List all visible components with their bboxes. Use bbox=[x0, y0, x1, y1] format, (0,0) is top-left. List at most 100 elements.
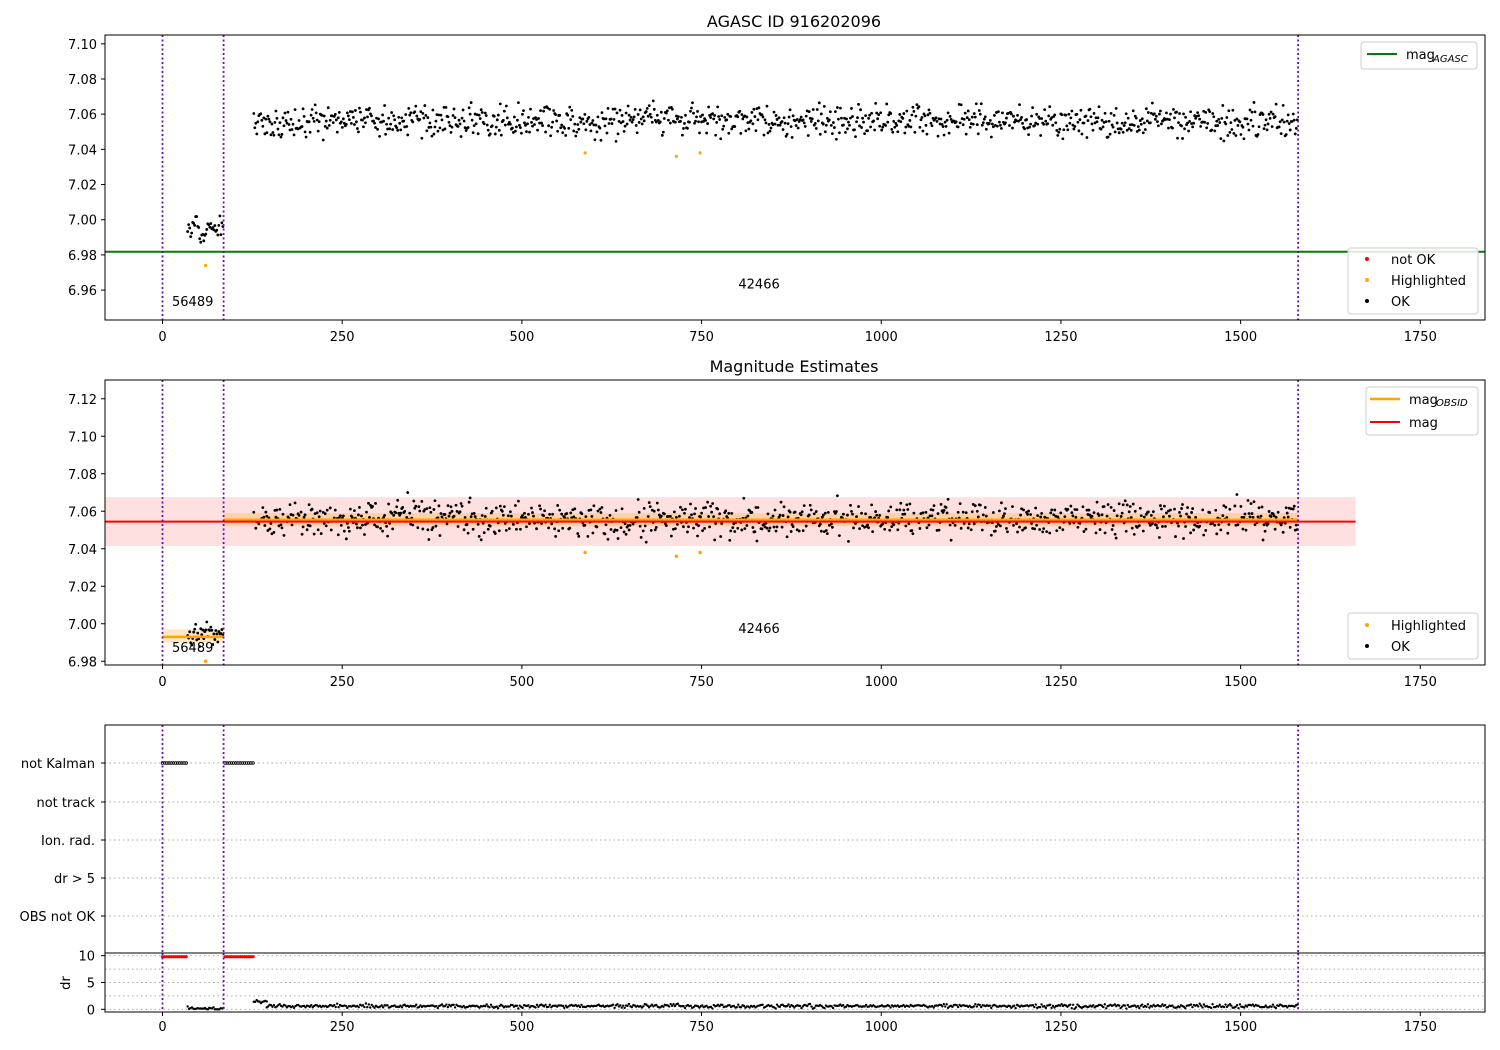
panel4-x-tick-label: 0 bbox=[158, 1020, 166, 1035]
ok-point bbox=[210, 628, 214, 632]
ok-point bbox=[1018, 103, 1021, 107]
dr-point bbox=[445, 1003, 448, 1006]
ok-point bbox=[908, 502, 912, 506]
ok-point bbox=[750, 511, 754, 514]
ok-point bbox=[1201, 508, 1205, 512]
flag-row-label: dr > 5 bbox=[54, 872, 95, 887]
ok-point bbox=[1112, 509, 1116, 512]
ok-point bbox=[873, 128, 877, 132]
ok-point bbox=[836, 106, 839, 109]
ok-point bbox=[948, 115, 952, 118]
dr-point bbox=[711, 1007, 714, 1010]
ok-point bbox=[969, 528, 973, 532]
ok-point bbox=[384, 132, 387, 136]
ok-point bbox=[494, 506, 498, 510]
ok-point bbox=[1129, 128, 1133, 132]
ok-point bbox=[1025, 118, 1028, 121]
ok-point bbox=[886, 120, 890, 124]
ok-point bbox=[501, 513, 505, 517]
ok-point bbox=[291, 122, 295, 126]
ok-point bbox=[471, 131, 475, 135]
ok-point bbox=[538, 121, 541, 125]
ok-point bbox=[769, 126, 773, 130]
ok-point bbox=[479, 538, 483, 542]
ok-point bbox=[341, 514, 345, 518]
ok-point bbox=[192, 630, 196, 634]
ok-point bbox=[468, 496, 472, 500]
ok-point bbox=[1263, 529, 1267, 533]
legend-marker bbox=[1365, 644, 1369, 648]
flag-point bbox=[173, 761, 178, 765]
ok-point bbox=[729, 115, 733, 118]
ok-point bbox=[862, 120, 865, 124]
ok-point bbox=[520, 131, 523, 135]
ok-point bbox=[1142, 121, 1146, 125]
ok-point bbox=[1149, 513, 1153, 517]
flag-point bbox=[175, 761, 180, 765]
dr-point bbox=[443, 1004, 447, 1008]
ok-point bbox=[984, 514, 988, 518]
panel1-y-tick-label: 7.08 bbox=[68, 73, 97, 88]
ok-point bbox=[946, 111, 950, 115]
ok-point bbox=[1235, 117, 1239, 121]
ok-point bbox=[1208, 110, 1212, 114]
ok-point bbox=[359, 526, 362, 530]
dr-point bbox=[436, 1006, 439, 1010]
dr-point bbox=[1038, 1006, 1042, 1009]
ok-point bbox=[1021, 528, 1024, 532]
ok-point bbox=[635, 131, 639, 135]
ok-point bbox=[539, 109, 542, 113]
dr-point bbox=[527, 1004, 530, 1007]
ok-point bbox=[1192, 121, 1196, 125]
ok-point bbox=[371, 505, 374, 508]
ok-point bbox=[194, 622, 198, 626]
ok-point bbox=[460, 116, 464, 120]
legend-marker bbox=[1365, 278, 1369, 282]
ok-point bbox=[409, 111, 413, 115]
ok-point bbox=[924, 510, 928, 514]
flag-point bbox=[247, 761, 251, 765]
ok-point bbox=[939, 117, 943, 121]
ok-point bbox=[966, 526, 970, 530]
ok-point bbox=[429, 125, 433, 129]
ok-point bbox=[911, 105, 915, 109]
ok-point bbox=[875, 111, 879, 115]
ok-point bbox=[1273, 527, 1277, 531]
ok-point bbox=[633, 107, 637, 111]
dr-point bbox=[361, 1004, 365, 1007]
ok-point bbox=[290, 128, 294, 131]
ok-point bbox=[415, 114, 419, 118]
ok-point bbox=[598, 126, 602, 130]
ok-point bbox=[1185, 512, 1188, 516]
ok-point bbox=[755, 539, 759, 543]
dr-point bbox=[366, 1005, 369, 1009]
ok-point bbox=[1178, 511, 1181, 514]
ok-point bbox=[590, 514, 594, 518]
ok-point bbox=[364, 523, 367, 526]
ok-point bbox=[1148, 524, 1152, 527]
ok-point bbox=[1239, 505, 1243, 508]
ok-point bbox=[1010, 112, 1013, 116]
ok-point bbox=[357, 513, 360, 517]
ok-point bbox=[425, 129, 429, 133]
ok-point bbox=[511, 131, 515, 134]
ok-point bbox=[333, 508, 337, 512]
ok-point bbox=[1288, 128, 1292, 132]
legend-mag-label: mag bbox=[1409, 416, 1438, 431]
ok-point bbox=[276, 127, 280, 131]
obsid-label: 56489 bbox=[172, 641, 213, 656]
ok-point bbox=[1250, 512, 1254, 515]
ok-point bbox=[434, 119, 438, 123]
dr-point bbox=[547, 1005, 550, 1008]
ok-point bbox=[1173, 116, 1176, 120]
ok-point bbox=[428, 121, 432, 125]
ok-point bbox=[990, 122, 994, 126]
ok-point bbox=[1211, 112, 1215, 115]
panel2-title: Magnitude Estimates bbox=[710, 357, 879, 376]
dr-point bbox=[452, 1003, 455, 1007]
ok-point bbox=[637, 510, 641, 514]
ok-point bbox=[197, 226, 201, 229]
ok-point bbox=[838, 131, 841, 135]
ok-point bbox=[370, 114, 373, 118]
ok-point bbox=[698, 131, 701, 135]
